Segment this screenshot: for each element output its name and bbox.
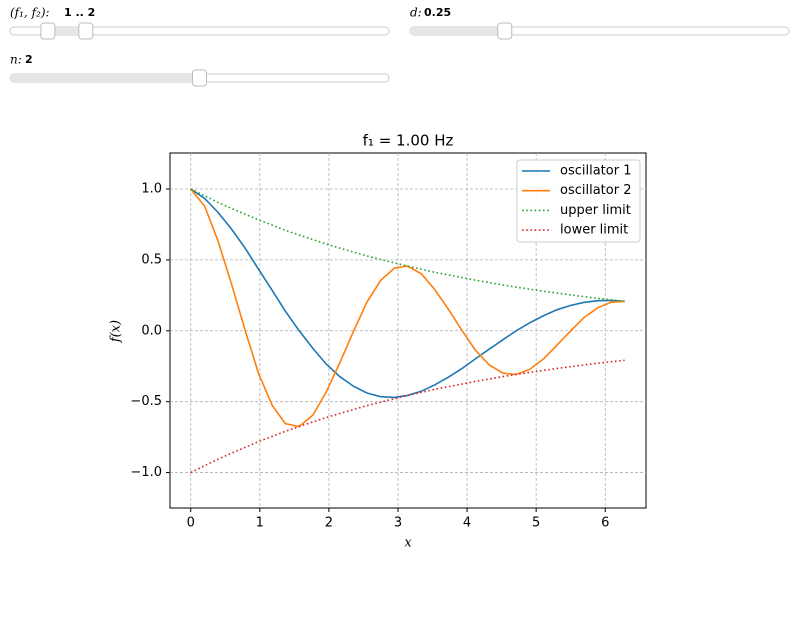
series-line xyxy=(190,188,625,399)
slider-label: (f₁, f₂): xyxy=(10,6,50,20)
slider-label: n: xyxy=(10,53,22,67)
y-tick-label: 0.5 xyxy=(141,252,162,267)
x-tick-label: 1 xyxy=(256,516,264,531)
x-tick-label: 6 xyxy=(601,516,609,531)
slider-value: 2 xyxy=(25,53,33,66)
x-axis-label: x xyxy=(404,536,412,551)
y-tick-label: −0.5 xyxy=(130,394,162,409)
y-tick-label: 1.0 xyxy=(141,182,162,197)
legend-box xyxy=(516,159,641,243)
x-tick-label: 3 xyxy=(394,516,402,531)
x-tick-label: 4 xyxy=(463,516,471,531)
slider-handle[interactable] xyxy=(192,69,207,87)
slider-value: 0.25 xyxy=(424,6,451,19)
legend-label: oscillator 2 xyxy=(560,183,631,198)
legend-label: lower limit xyxy=(560,223,628,238)
slider-label: d: xyxy=(410,6,422,20)
y-axis-label: f(x) xyxy=(109,320,124,343)
legend-label: upper limit xyxy=(560,203,631,218)
slider-fill xyxy=(10,74,200,82)
y-tick-label: −1.0 xyxy=(130,465,162,480)
series-line xyxy=(190,188,625,303)
x-tick-label: 2 xyxy=(325,516,333,531)
slider-value: 1 .. 2 xyxy=(64,6,95,19)
series-line xyxy=(190,188,625,428)
chart-title: f₁ = 1.00 Hz xyxy=(363,132,454,150)
slider-handle[interactable] xyxy=(497,22,513,40)
series-line xyxy=(190,359,625,474)
slider-fill xyxy=(47,27,86,35)
slider-track[interactable] xyxy=(9,26,390,36)
x-tick-label: 5 xyxy=(532,516,540,531)
y-tick-label: 0.0 xyxy=(141,323,162,338)
slider-fill xyxy=(410,27,505,35)
legend-label: oscillator 1 xyxy=(560,164,631,179)
x-tick-label: 0 xyxy=(187,516,195,531)
slider-handle[interactable] xyxy=(40,22,56,40)
slider-handle[interactable] xyxy=(78,22,94,40)
